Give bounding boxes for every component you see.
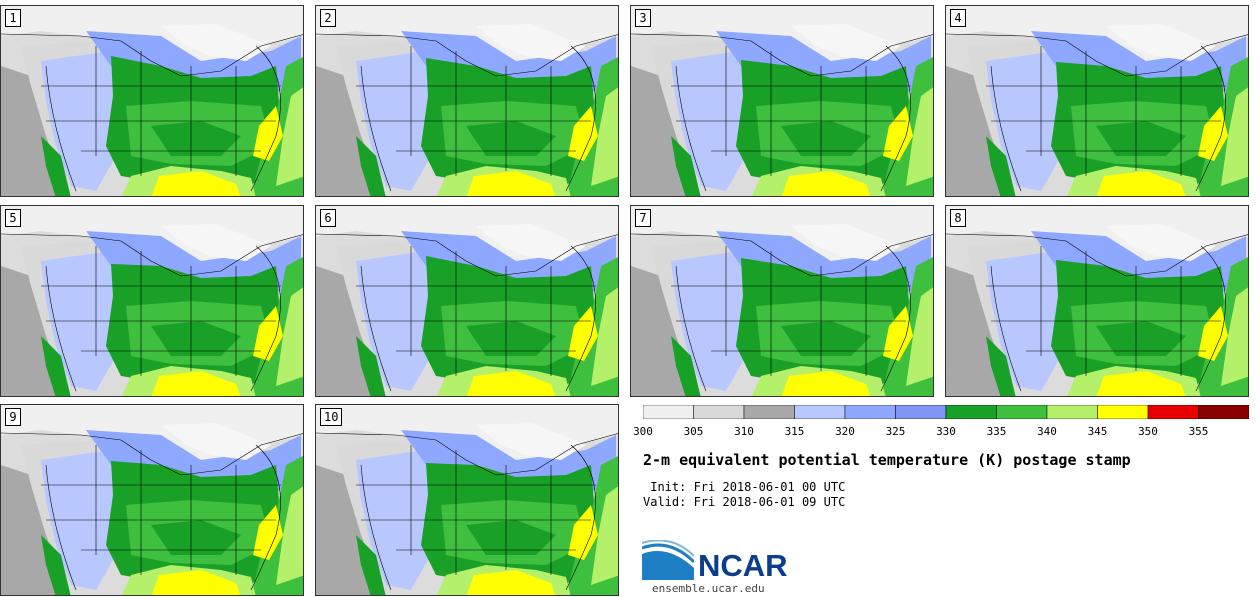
- init-time: Init: Fri 2018-06-01 00 UTC: [643, 480, 846, 494]
- colorbar-swatch: [643, 405, 694, 419]
- colorbar-tick-label: 315: [784, 425, 805, 438]
- colorbar-tick-label: 350: [1138, 425, 1158, 438]
- map-image: [316, 206, 618, 396]
- map-panel: 10: [315, 404, 619, 596]
- map-panel: 4: [945, 5, 1249, 197]
- panel-label: 3: [635, 9, 651, 27]
- panel-label: 6: [320, 209, 336, 227]
- panel-label: 7: [635, 209, 651, 227]
- colorbar-tick-label: 355: [1188, 425, 1209, 438]
- colorbar-swatch: [1097, 405, 1149, 419]
- map-panel: 9: [0, 404, 304, 596]
- valid-time: Valid: Fri 2018-06-01 09 UTC: [643, 495, 846, 509]
- map-panel: 1: [0, 5, 304, 197]
- colorbar-tick-label: 305: [683, 425, 704, 438]
- colorbar-swatch: [693, 405, 745, 419]
- colorbar-swatch: [996, 405, 1048, 419]
- map-image: [946, 206, 1248, 396]
- colorbar-tick-label: 325: [885, 425, 906, 438]
- colorbar-tick-label: 320: [835, 425, 855, 438]
- colorbar-swatch: [743, 405, 795, 419]
- map-image: [1, 6, 303, 196]
- map-image: [946, 6, 1248, 196]
- panel-label: 1: [5, 9, 21, 27]
- colorbar: [643, 405, 1249, 419]
- map-image: [1, 405, 303, 595]
- panel-label: 8: [950, 209, 966, 227]
- colorbar-tick-label: 330: [936, 425, 956, 438]
- map-panel: 2: [315, 5, 619, 197]
- colorbar-tick-label: 335: [986, 425, 1007, 438]
- colorbar-tick-label: 340: [1037, 425, 1057, 438]
- page-title: 2-m equivalent potential temperature (K)…: [643, 451, 1131, 469]
- colorbar-tick-label: 310: [734, 425, 754, 438]
- map-image: [631, 206, 933, 396]
- panel-label: 5: [5, 209, 21, 227]
- map-panel: 6: [315, 205, 619, 397]
- colorbar-swatch: [1147, 405, 1199, 419]
- colorbar-swatch: [1046, 405, 1098, 419]
- map-panel: 5: [0, 205, 304, 397]
- website-url: ensemble.ucar.edu: [652, 582, 765, 595]
- colorbar-swatch: [1198, 405, 1249, 419]
- colorbar-swatch: [844, 405, 896, 419]
- panel-label: 9: [5, 408, 21, 426]
- map-panel: 7: [630, 205, 934, 397]
- colorbar-tick-label: 345: [1087, 425, 1108, 438]
- map-image: [631, 6, 933, 196]
- map-panel: 3: [630, 5, 934, 197]
- panel-label: 4: [950, 9, 966, 27]
- colorbar-swatch: [794, 405, 846, 419]
- colorbar-swatch: [895, 405, 947, 419]
- ncar-logo-icon: [642, 540, 694, 580]
- map-panel: 8: [945, 205, 1249, 397]
- colorbar-tick-label: 300: [633, 425, 653, 438]
- ncar-logo-text: NCAR: [698, 548, 788, 583]
- panel-label: 10: [320, 408, 343, 426]
- map-image: [316, 405, 618, 595]
- panel-label: 2: [320, 9, 336, 27]
- map-image: [316, 6, 618, 196]
- colorbar-swatch: [945, 405, 997, 419]
- map-image: [1, 206, 303, 396]
